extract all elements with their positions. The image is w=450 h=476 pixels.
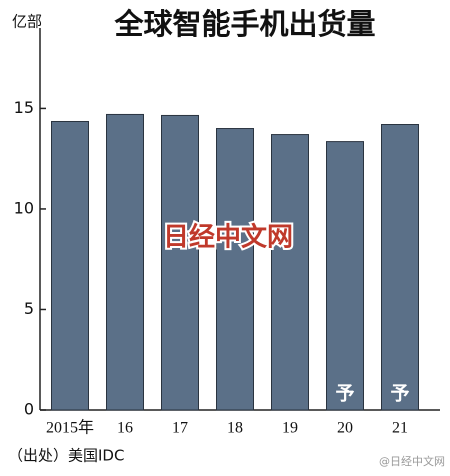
x-tick-label: 20 [337,420,353,437]
bar [216,128,254,411]
y-tick-label: 15 [14,98,34,117]
bar [51,120,89,411]
bar [161,114,199,411]
chart-title: 全球智能手机出货量 [113,7,375,41]
bar [106,113,144,411]
x-tick-label: 17 [172,420,188,437]
watermark: 日经中文网 [163,222,293,253]
bar [326,141,364,411]
y-tick-label: 5 [24,299,34,318]
corner-watermark: @日经中文网 [379,454,445,468]
bar [381,124,419,411]
x-tick-label: 2015年 [46,419,94,437]
x-tick-label: 19 [282,420,298,437]
bar [271,134,309,411]
x-tick-label: 16 [117,420,133,437]
forecast-label: 予 [390,383,409,405]
x-tick-label: 18 [227,420,243,437]
source: （出处）美国IDC [8,447,124,465]
forecast-label: 予 [335,383,354,405]
y-tick-label: 10 [14,198,34,217]
x-tick-label: 21 [392,420,408,437]
y-tick-label: 0 [24,400,34,419]
unit-label: 亿部 [12,13,42,31]
